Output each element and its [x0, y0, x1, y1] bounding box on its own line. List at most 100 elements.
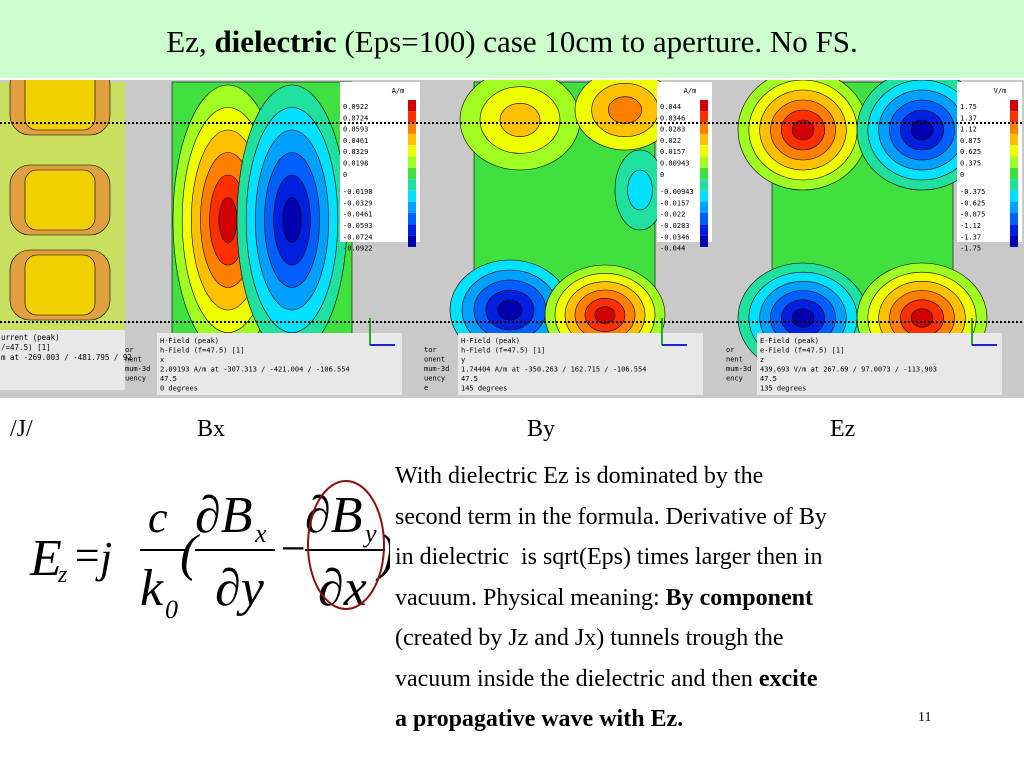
- formula-part: −: [278, 524, 308, 573]
- body-part: vacuum inside the dielectric and then: [395, 665, 759, 692]
- page-number: 11: [918, 710, 932, 725]
- legend-value: 0.0283: [660, 126, 685, 134]
- body-part: second term in the formula. Derivative o…: [395, 503, 827, 530]
- info-line: x: [160, 356, 164, 364]
- info-line: 145 degrees: [461, 385, 507, 393]
- legend-value: 0.0461: [343, 137, 368, 145]
- legend-unit: A/m: [684, 87, 697, 95]
- legend-swatch: [700, 122, 708, 134]
- body-part: excite: [758, 665, 818, 692]
- legend-swatch: [408, 100, 416, 112]
- legend-value: -0.0593: [343, 222, 373, 230]
- legend-value: 0.0329: [343, 148, 368, 156]
- formula-part: c: [148, 493, 168, 542]
- legend-unit: A/m: [392, 87, 405, 95]
- side-line: nent: [125, 356, 142, 364]
- panel-label: By: [527, 416, 556, 442]
- formula-part: z: [57, 562, 68, 588]
- info-line: urrent (peak): [1, 333, 60, 342]
- title: Ez, dielectric (Eps=100) case 10cm to ap…: [0, 0, 1024, 78]
- info-line: 1.74404 A/m at -350.263 / 162.715 / -106…: [461, 366, 646, 374]
- legend-value: 0.044: [660, 103, 681, 111]
- info-line: 135 degrees: [760, 385, 806, 393]
- info-line: 2.09193 A/m at -307.313 / -421.004 / -10…: [160, 366, 350, 374]
- side-line: ency: [726, 375, 743, 383]
- legend-swatch: [408, 145, 416, 157]
- legend-swatch: [700, 201, 708, 213]
- coil: [24, 254, 96, 316]
- info-line: m at -269.003 / -481.795 / 92: [1, 353, 132, 362]
- legend-value: 0.0724: [343, 114, 368, 122]
- legend-value: 0.0922: [343, 103, 368, 111]
- legend-swatch: [1010, 167, 1018, 180]
- formula-part: ∂y: [215, 560, 265, 617]
- legend-value: 0.625: [960, 148, 981, 156]
- body-line: in dielectric is sqrt(Eps) times larger …: [395, 537, 827, 578]
- legend-swatch: [700, 111, 708, 123]
- contour: [499, 103, 541, 137]
- legend-value: 0: [960, 171, 964, 179]
- body-line: With dielectric Ez is dominated by the: [395, 456, 827, 497]
- body-line: second term in the formula. Derivative o…: [395, 497, 827, 538]
- info-line: 47.5: [160, 375, 177, 383]
- contour: [910, 119, 934, 141]
- formula-part: k: [140, 560, 164, 617]
- panel-label: Bx: [197, 416, 226, 442]
- legend-swatch: [1010, 224, 1018, 236]
- side-line: or: [726, 346, 734, 354]
- info-line: h-Field (f=47.5) [1]: [160, 347, 244, 355]
- legend-value: -0.0461: [343, 211, 373, 219]
- contour: [791, 119, 815, 141]
- side-line: mum-3d: [726, 365, 751, 373]
- legend-swatch: [408, 133, 416, 146]
- legend-value: -0.044: [660, 245, 685, 253]
- legend-swatch: [1010, 213, 1018, 225]
- info-box: [757, 333, 1002, 395]
- panel-label: /J/: [10, 416, 33, 442]
- body-line: vacuum inside the dielectric and then ex…: [395, 659, 827, 700]
- legend-value: 0.0346: [660, 114, 685, 122]
- info-line: h-Field (f=47.5) [1]: [461, 347, 545, 355]
- info-line: E-Field (peak): [760, 337, 819, 345]
- legend-swatch: [700, 156, 708, 168]
- info-line: H-Field (peak): [461, 337, 520, 345]
- panel-label: Ez: [830, 416, 856, 442]
- contour: [627, 169, 653, 211]
- legend-swatch: [700, 133, 708, 146]
- legend-swatch: [700, 224, 708, 236]
- legend-swatch: [408, 122, 416, 134]
- body-line: vacuum. Physical meaning: By component: [395, 578, 827, 619]
- side-line: tor: [424, 346, 437, 354]
- legend-value: -0.0724: [343, 233, 373, 241]
- formula-part: y: [362, 519, 377, 548]
- legend-swatch: [408, 167, 416, 180]
- legend-swatch: [1010, 156, 1018, 168]
- legend-swatch: [1010, 190, 1018, 202]
- legend-swatch: [700, 213, 708, 225]
- legend-swatch: [700, 179, 708, 191]
- formula-part: ∂x: [318, 560, 367, 617]
- side-line: nent: [726, 356, 743, 364]
- legend-value: -0.00943: [660, 188, 694, 196]
- legend-swatch: [408, 224, 416, 236]
- contour: [282, 197, 302, 243]
- formula-part: ∂B: [305, 487, 362, 544]
- formula-part: =: [72, 531, 102, 580]
- legend-swatch: [1010, 100, 1018, 112]
- legend-value: 0.00943: [660, 160, 690, 168]
- info-line: z: [760, 356, 764, 364]
- legend-value: 1.37: [960, 114, 977, 122]
- legend-swatch: [1010, 122, 1018, 134]
- info-line: 47.5: [461, 375, 478, 383]
- legend-value: -0.0346: [660, 233, 690, 241]
- info-line: y: [461, 356, 465, 364]
- legend-swatch: [408, 213, 416, 225]
- contour: [218, 197, 238, 243]
- legend-value: -1.12: [960, 222, 981, 230]
- legend-value: -0.022: [660, 211, 685, 219]
- side-line: mum-3d: [125, 365, 150, 373]
- legend-value: 0: [343, 171, 347, 179]
- info-line: 0 degrees: [160, 385, 198, 393]
- title-part: Ez,: [166, 24, 215, 59]
